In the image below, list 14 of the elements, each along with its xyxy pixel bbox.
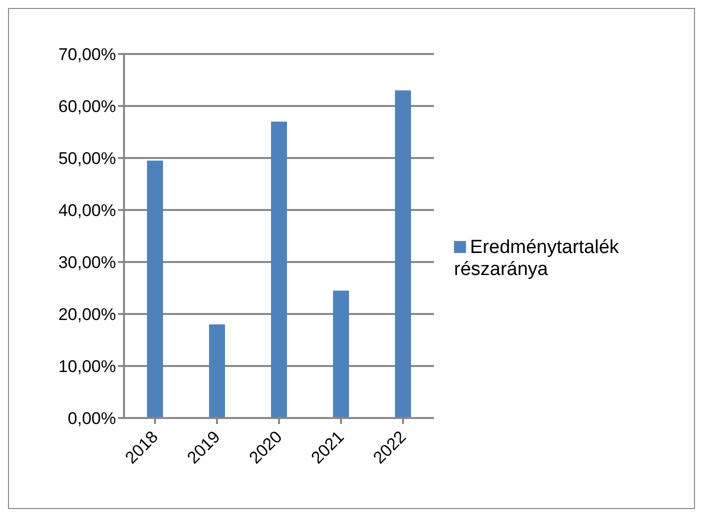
- y-tick-label: 10,00%: [58, 357, 116, 376]
- y-tick-label: 20,00%: [58, 305, 116, 324]
- legend-label: Eredménytartalék részaránya: [454, 236, 619, 280]
- bar: [271, 122, 287, 418]
- y-tick-label: 60,00%: [58, 97, 116, 116]
- y-tick-label: 70,00%: [58, 45, 116, 64]
- bar: [147, 160, 163, 418]
- bar: [333, 290, 349, 418]
- y-tick-label: 0,00%: [68, 409, 116, 428]
- y-tick-label: 30,00%: [58, 253, 116, 272]
- bar: [395, 90, 411, 418]
- bar: [209, 324, 225, 418]
- y-tick-label: 50,00%: [58, 149, 116, 168]
- y-tick-label: 40,00%: [58, 201, 116, 220]
